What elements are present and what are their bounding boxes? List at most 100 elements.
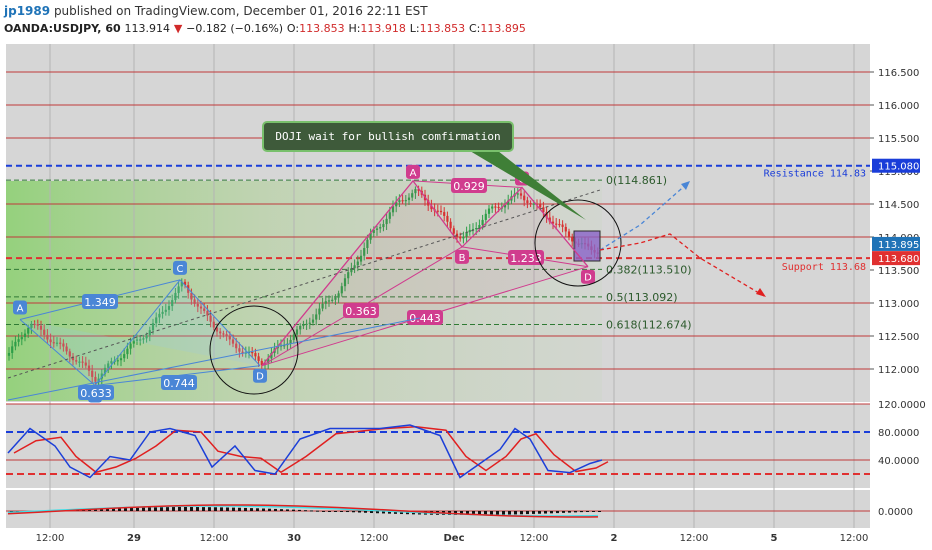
macd-bar (292, 509, 295, 511)
publish-info: published on TradingView.com, December 0… (53, 4, 428, 18)
candle-body (55, 342, 59, 344)
pattern-point-label: D (256, 372, 264, 383)
macd-bar (262, 508, 265, 511)
candle-body (292, 334, 295, 340)
macd: 0.0000 (6, 504, 913, 518)
candle-body (411, 193, 414, 198)
candle-body (203, 308, 206, 311)
candle-body (84, 362, 87, 366)
candle-body (49, 339, 52, 343)
time-axis: 12:00 29 12:00 30 12:00 Dec 12:00 2 12:00 5 12:00 (0, 528, 932, 550)
macd-bar (130, 507, 133, 511)
price-tick-label: 114.500 (878, 200, 919, 211)
macd-bar (496, 511, 499, 515)
close-label: C: (468, 22, 481, 35)
candle-body (257, 356, 260, 361)
price-chart[interactable]: Resistance 114.83 Support 113.68 0(114.86… (0, 40, 932, 550)
macd-bar (310, 510, 313, 512)
candle-body (225, 334, 228, 336)
high-value: 113.918 (360, 22, 406, 35)
author-name[interactable]: jp1989 (4, 4, 51, 18)
ohlc-line: OANDA:USDJPY, 60 113.914 ▼ −0.182 (−0.16… (4, 22, 526, 35)
candle-body (196, 303, 199, 307)
time-tick-label: 29 (127, 533, 141, 544)
stoch-tick-label: 40.0000 (878, 456, 919, 467)
candle-body (388, 212, 391, 219)
candle-body (132, 340, 135, 344)
macd-bar (154, 507, 157, 511)
candle-body (33, 323, 36, 326)
price-tick-label: 112.000 (878, 365, 919, 376)
callout-pointer (470, 151, 586, 220)
candle-body (174, 292, 177, 301)
candle-body (334, 297, 337, 300)
macd-bar (136, 507, 139, 511)
candle-body (212, 321, 215, 328)
macd-bar (196, 507, 199, 511)
candle-body (545, 212, 548, 218)
ratio-badge (407, 310, 443, 325)
macd-bar (148, 507, 151, 511)
candle-body (302, 324, 305, 326)
candle-body (231, 339, 235, 344)
candle-body (439, 210, 443, 213)
stochastic: 120.0000 80.0000 40.0000 (6, 400, 926, 479)
low-label: L: (409, 22, 420, 35)
candle-body (465, 232, 468, 237)
trend-line-blue (7, 317, 421, 401)
macd-bar (304, 510, 307, 512)
candle-body (471, 229, 475, 231)
callout-box (262, 121, 514, 152)
pattern-point-badge (253, 368, 267, 383)
macd-bar (364, 511, 367, 513)
macd-bar (118, 507, 121, 511)
low-value: 113.853 (419, 22, 466, 35)
candle-body (145, 335, 148, 339)
last-price: 113.914 (124, 22, 170, 35)
candle-body (267, 358, 270, 363)
price-badge-label: 113.680 (878, 254, 919, 265)
close-value: 113.895 (480, 22, 526, 35)
ratio-badge (78, 385, 114, 400)
price-badge (872, 158, 920, 173)
time-tick-label: 12:00 (36, 533, 65, 544)
candle-body (78, 361, 81, 363)
pattern-point-label: A (410, 168, 417, 179)
macd-bar (358, 511, 361, 513)
macd-bar (538, 511, 541, 514)
ratio-label: 1.233 (510, 252, 542, 265)
candle-body (311, 319, 315, 323)
macd-bar (376, 511, 379, 514)
macd-bar (520, 511, 523, 515)
candle-body (260, 360, 263, 366)
macd-bar (334, 511, 337, 512)
candle-body (219, 331, 222, 334)
candle-body (65, 346, 68, 352)
high-label: H: (348, 22, 361, 35)
candle-body (119, 358, 123, 361)
candle-body (81, 361, 84, 363)
candle-body (398, 200, 401, 203)
candle-body (183, 281, 187, 286)
candle-body (43, 329, 46, 335)
price-axis[interactable] (870, 44, 932, 528)
candle-body (459, 236, 462, 239)
candle-body (190, 292, 193, 300)
arrow-head-icon (756, 288, 766, 297)
macd-bar (460, 511, 463, 515)
macd-bar (346, 511, 349, 513)
macd-bar (508, 511, 511, 515)
fib-label: 0.382(113.510) (606, 263, 692, 276)
candle-body (155, 317, 158, 324)
candle-body (206, 310, 209, 316)
macd-bar (592, 511, 595, 512)
macd-bar (472, 511, 475, 515)
candle-body (414, 189, 417, 194)
candle-body (478, 225, 481, 228)
candle-body (382, 224, 385, 228)
candle-body (391, 206, 395, 213)
candle-body (417, 189, 420, 191)
candle-body (215, 327, 219, 332)
candle-body (487, 208, 491, 214)
candle-body (71, 356, 75, 361)
